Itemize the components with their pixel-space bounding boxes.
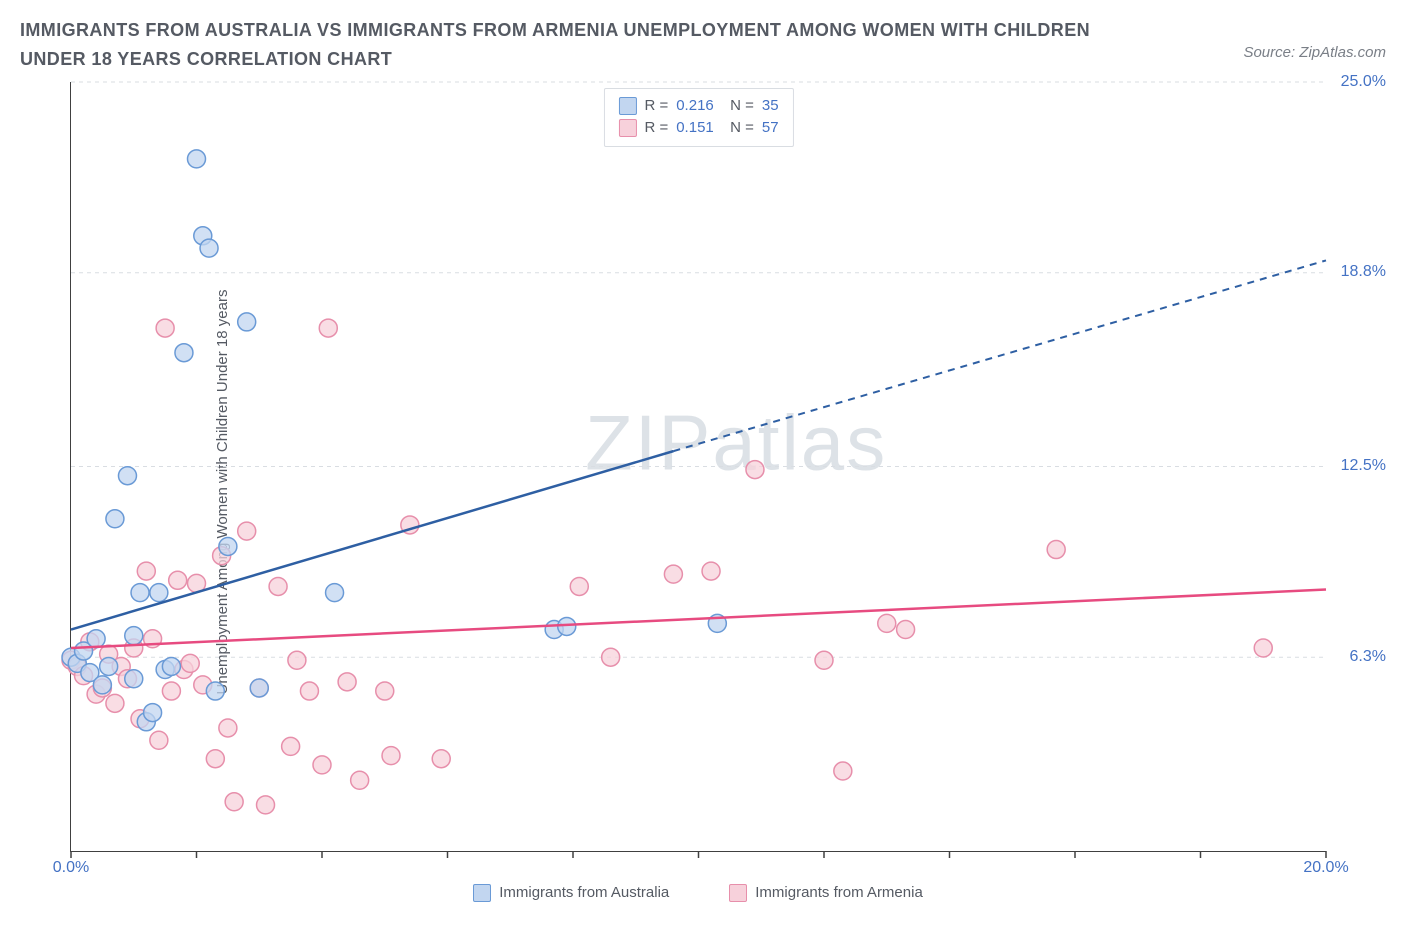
y-tick-label: 18.8%: [1341, 263, 1386, 281]
stats-legend: R = 0.216 N = 35 R = 0.151 N = 57: [603, 88, 793, 147]
source-attribution: Source: ZipAtlas.com: [1243, 16, 1386, 61]
r-value-armenia: 0.151: [676, 117, 714, 140]
n-value-australia: 35: [762, 95, 779, 118]
swatch-armenia-icon: [729, 884, 747, 902]
legend-item-australia: Immigrants from Australia: [473, 884, 669, 902]
n-value-armenia: 57: [762, 117, 779, 140]
correlation-chart: Unemployment Among Women with Children U…: [20, 82, 1386, 902]
swatch-australia-icon: [473, 884, 491, 902]
stats-row-armenia: R = 0.151 N = 57: [618, 117, 778, 140]
chart-title: IMMIGRANTS FROM AUSTRALIA VS IMMIGRANTS …: [20, 16, 1140, 74]
swatch-armenia: [618, 119, 636, 137]
y-tick-label: 12.5%: [1341, 457, 1386, 475]
x-tick-label: 0.0%: [53, 859, 89, 877]
series-legend: Immigrants from Australia Immigrants fro…: [70, 884, 1326, 902]
r-value-australia: 0.216: [676, 95, 714, 118]
stats-row-australia: R = 0.216 N = 35: [618, 95, 778, 118]
y-tick-label: 6.3%: [1350, 648, 1386, 666]
y-tick-label: 25.0%: [1341, 73, 1386, 91]
legend-label-armenia: Immigrants from Armenia: [755, 884, 923, 901]
legend-label-australia: Immigrants from Australia: [499, 884, 669, 901]
plot-area: R = 0.216 N = 35 R = 0.151 N = 57 ZIPatl…: [70, 82, 1326, 852]
x-tick-label: 20.0%: [1303, 859, 1348, 877]
swatch-australia: [618, 97, 636, 115]
legend-item-armenia: Immigrants from Armenia: [729, 884, 923, 902]
plot-svg: [71, 82, 1326, 851]
